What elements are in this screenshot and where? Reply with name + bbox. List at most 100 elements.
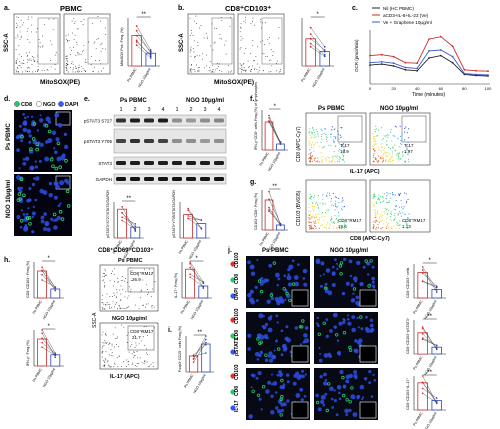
data-point: [421, 387, 424, 390]
flow-dot: [372, 194, 374, 196]
nucleus: [322, 273, 325, 276]
flow-dot: [394, 194, 396, 196]
nucleus: [256, 258, 259, 261]
flow-dot: [389, 216, 392, 218]
blot-band: [186, 118, 196, 123]
flow-dot: [311, 131, 313, 133]
flow-dot: [392, 147, 394, 149]
nucleus: [294, 326, 298, 330]
flow-dot: [128, 305, 130, 307]
data-point: [202, 281, 205, 283]
flow-dot: [372, 154, 374, 156]
flow-dot: [83, 19, 85, 20]
flow-dot: [127, 297, 129, 299]
series-point: [404, 68, 407, 71]
flow-dot: [380, 220, 382, 223]
flow-dot: [386, 221, 388, 223]
flow-dot: [210, 71, 212, 73]
flow-dot: [389, 147, 392, 149]
flow-dot: [317, 222, 320, 224]
data-point: [41, 266, 43, 269]
flow-dot: [197, 41, 199, 43]
flow-dot: [220, 17, 222, 19]
nucleus: [16, 215, 21, 219]
flow-dot: [153, 306, 155, 308]
nucleus: [19, 226, 23, 229]
flow-dot: [311, 160, 313, 162]
flow-dot: [243, 63, 245, 64]
data-point: [421, 280, 424, 283]
flow-dot: [374, 212, 377, 214]
flow-dot: [132, 362, 133, 364]
cd8-cell: [345, 398, 349, 402]
data-point: [279, 141, 282, 143]
flow-dot: [197, 45, 199, 47]
flow-dot: [105, 342, 107, 344]
flow-dot: [68, 34, 69, 36]
flow-dot: [405, 193, 407, 195]
flow-dot: [379, 202, 381, 204]
nucleus: [331, 283, 336, 287]
flow-dot: [312, 214, 314, 216]
nucleus: [323, 381, 328, 386]
data-point: [54, 286, 57, 289]
pair-line: [310, 43, 325, 55]
series-point: [428, 38, 430, 40]
flow-dot: [107, 360, 109, 362]
flow-dot: [191, 32, 193, 34]
flow-dot: [145, 348, 147, 350]
flow-dots-g: [308, 192, 410, 230]
pair-line: [41, 338, 56, 355]
flow-dot: [116, 292, 118, 294]
flow-dot: [399, 212, 401, 214]
legend-label: aCD3+IL-6+IL-23 (Ve): [383, 13, 429, 18]
flow-dot: [407, 153, 409, 155]
flow-dot: [145, 303, 147, 305]
flow-dot: [332, 157, 334, 159]
flow-dot: [120, 308, 122, 310]
flow-dot: [29, 67, 31, 69]
flow-dot: [389, 218, 391, 220]
bar-tick-label: NGO 10μg/ml: [42, 299, 56, 320]
flow-dot: [190, 49, 192, 51]
flow-dot: [278, 27, 280, 29]
flow-dot: [116, 336, 118, 338]
flow-dot: [333, 142, 335, 144]
flow-dot: [116, 302, 118, 304]
pair-line: [310, 27, 325, 47]
flow-dot: [17, 71, 19, 73]
flow-dot: [384, 147, 386, 149]
flow-dot: [395, 227, 397, 229]
flow-dot: [66, 69, 68, 71]
flow-dot: [324, 128, 326, 130]
inset: [359, 345, 377, 363]
flow-dot: [308, 203, 310, 205]
cd8-cell: [54, 166, 59, 171]
nucleus: [315, 259, 321, 265]
flow-dot: [341, 158, 343, 160]
lane-label: 3: [203, 107, 206, 113]
nucleus: [273, 349, 276, 352]
cd8-cell: [338, 264, 343, 268]
cd8-cell: [280, 394, 284, 399]
flow-dot: [336, 155, 338, 157]
flow-dot: [399, 125, 401, 127]
flow-dot: [114, 294, 116, 296]
flow-dot: [330, 200, 332, 202]
flow-dot: [66, 62, 68, 64]
flow-dot: [138, 275, 139, 277]
nucleus: [267, 380, 272, 385]
flow-dot: [84, 59, 86, 61]
flow-dot: [74, 71, 76, 73]
flow-dot: [47, 69, 49, 71]
flow-dot: [68, 39, 70, 41]
nucleus: [300, 398, 304, 402]
flow-dot: [406, 148, 408, 150]
bar: [319, 51, 330, 67]
flow-dot: [372, 146, 374, 148]
nucleus: [268, 263, 273, 268]
flow-dot: [21, 56, 22, 58]
data-point: [134, 223, 137, 225]
channel-label: CD8: [234, 330, 240, 340]
nucleus: [42, 123, 47, 127]
